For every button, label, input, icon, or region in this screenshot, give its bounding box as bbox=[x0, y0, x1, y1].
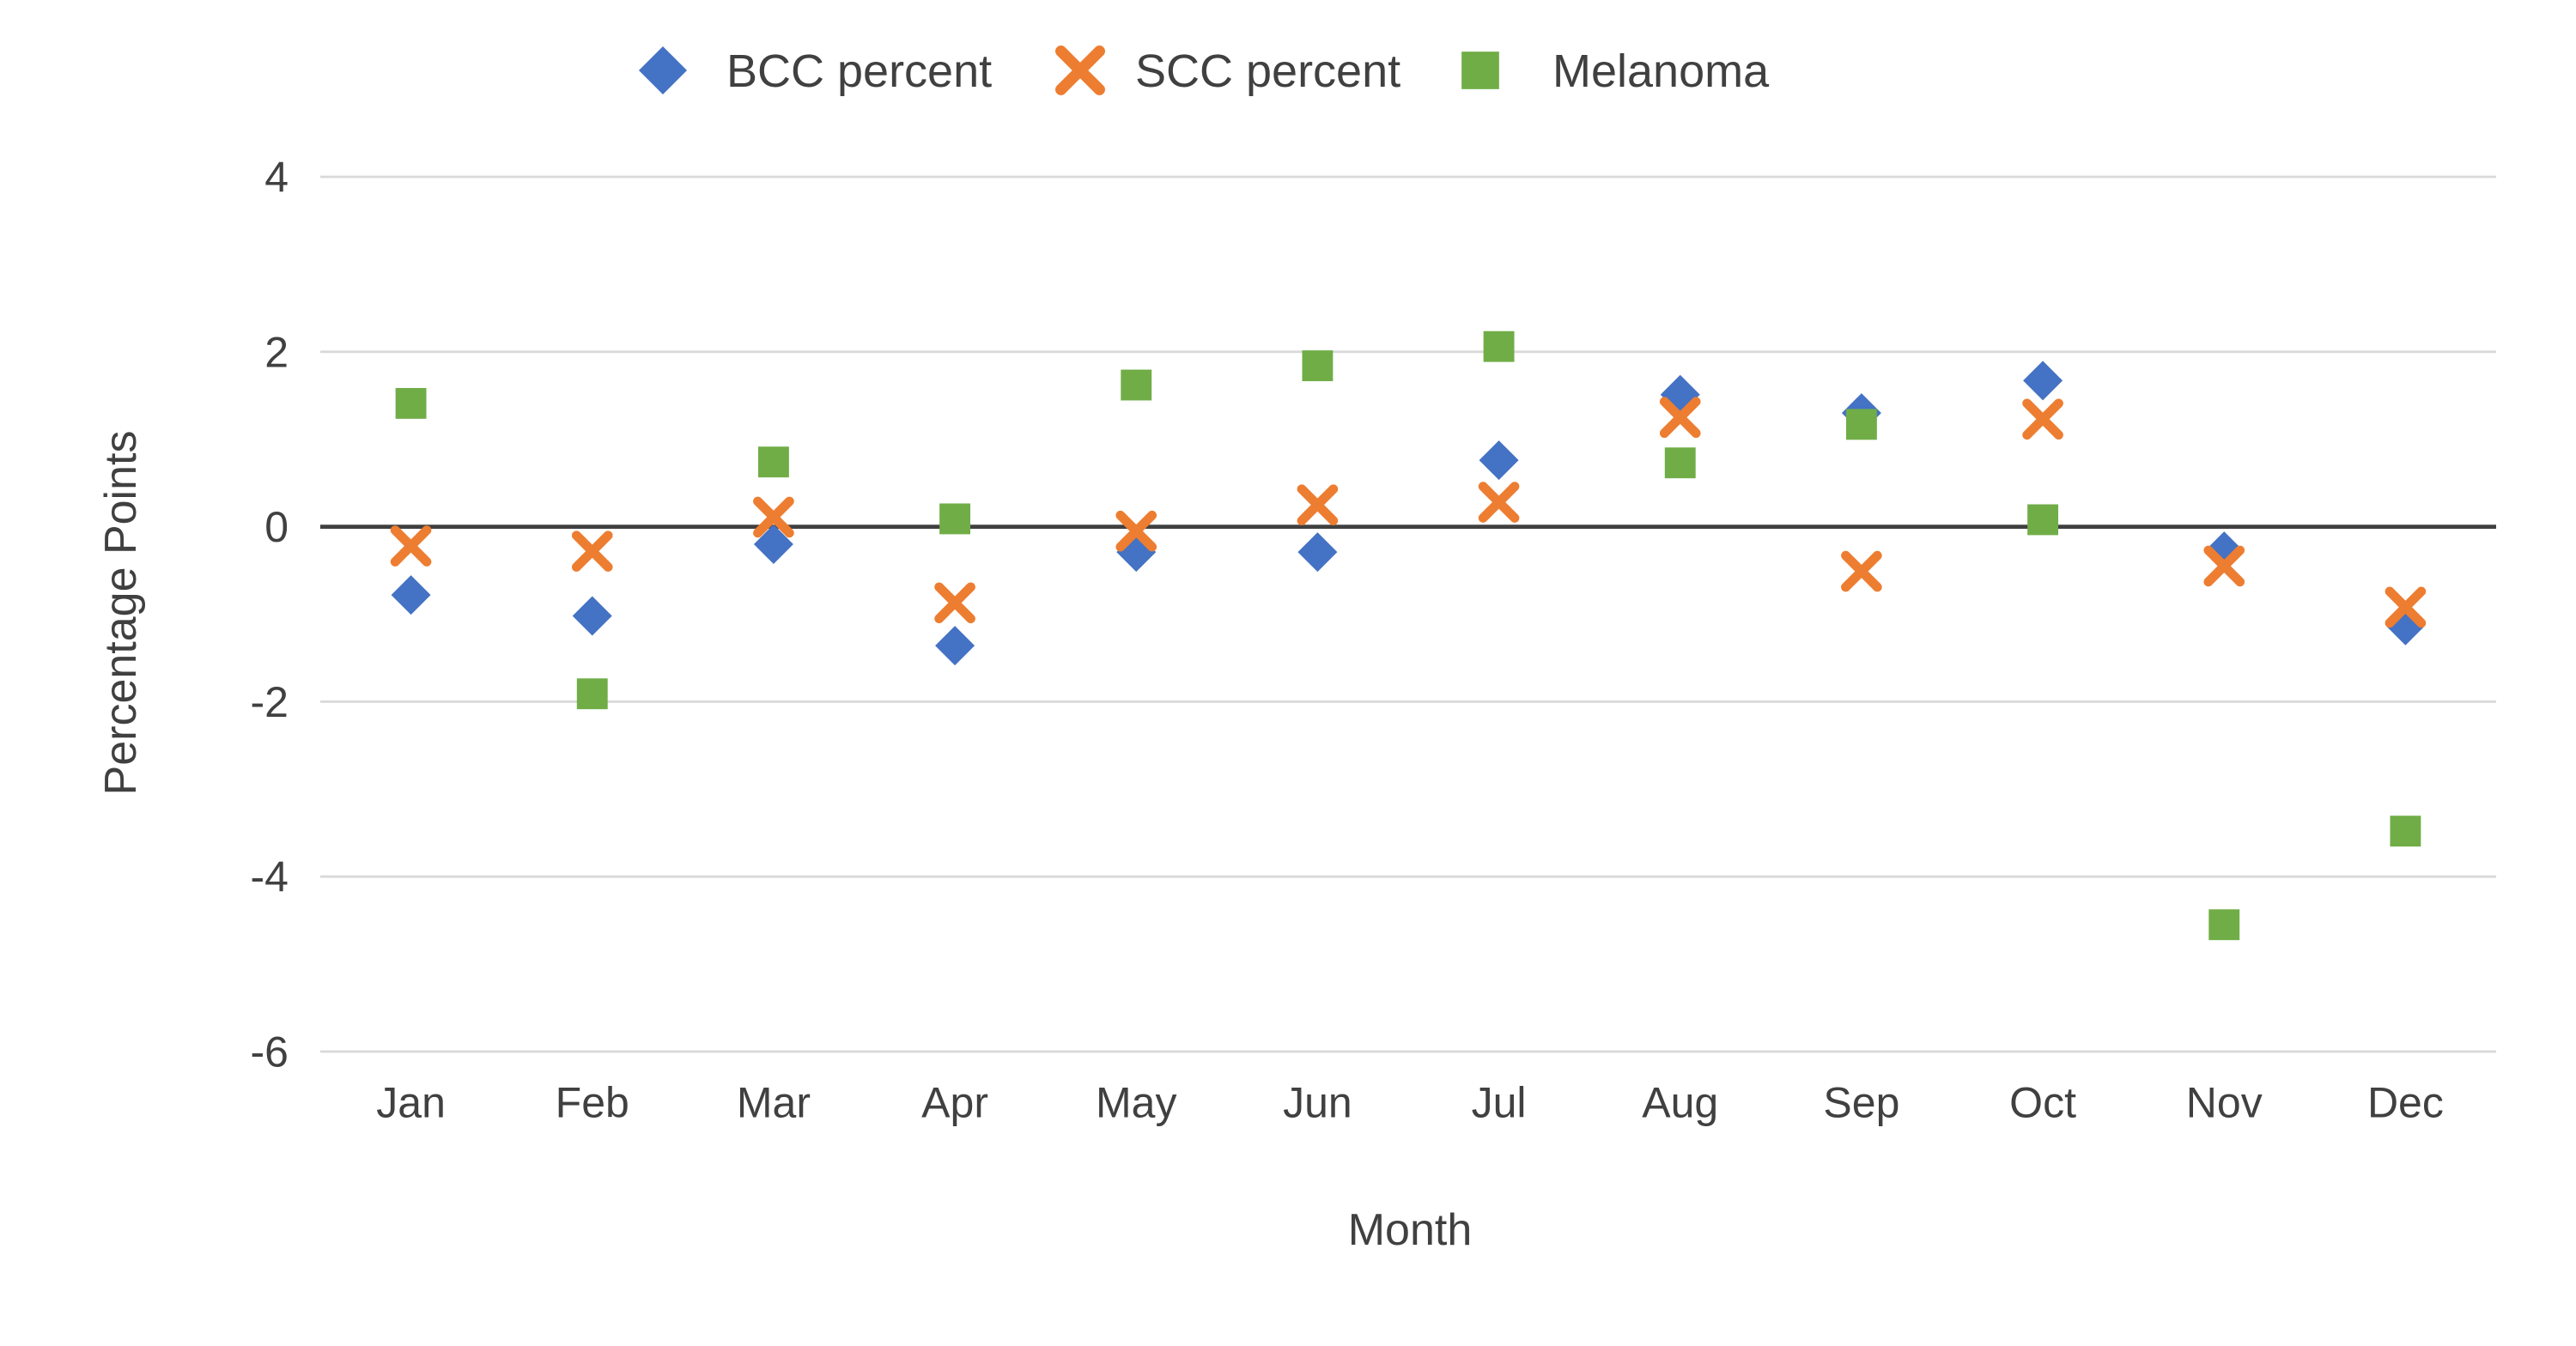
x-tick-label-sep: Sep bbox=[1823, 1079, 1899, 1127]
series-melanoma bbox=[395, 330, 2421, 941]
legend-label-melanoma: Melanoma bbox=[1552, 45, 1770, 97]
data-point-scc-oct bbox=[2022, 398, 2063, 440]
y-tick-label-2: 2 bbox=[264, 328, 289, 376]
data-point-melanoma-sep bbox=[1845, 409, 1877, 440]
data-point-bcc-may bbox=[1116, 532, 1157, 573]
data-point-melanoma-apr bbox=[939, 503, 971, 535]
series-scc-percent bbox=[390, 397, 2427, 628]
data-point-scc-jan bbox=[390, 525, 432, 567]
data-point-bcc-apr bbox=[935, 626, 975, 666]
x-axis-title: Month bbox=[1348, 1205, 1473, 1255]
data-point-bcc-jul bbox=[1479, 440, 1519, 481]
data-point-scc-mar bbox=[753, 496, 794, 538]
x-tick-label-may: May bbox=[1096, 1079, 1176, 1127]
gridlines bbox=[320, 175, 2496, 1053]
legend-marker-bcc-percent bbox=[639, 46, 687, 94]
data-point-melanoma-may bbox=[1121, 369, 1152, 401]
legend: BCC percent SCC percent Melanoma bbox=[639, 45, 1770, 97]
data-point-scc-apr bbox=[934, 582, 975, 624]
series-bcc-percent bbox=[391, 361, 2426, 666]
data-point-melanoma-dec bbox=[2390, 815, 2421, 847]
data-point-scc-jul bbox=[1478, 482, 1520, 523]
x-tick-label-mar: Mar bbox=[737, 1079, 811, 1127]
x-tick-label-nov: Nov bbox=[2186, 1079, 2263, 1127]
legend-item-bcc-percent: BCC percent bbox=[639, 45, 992, 97]
y-tick-label--2: -2 bbox=[251, 678, 289, 726]
legend-label-scc-percent: SCC percent bbox=[1135, 45, 1400, 97]
data-point-scc-jun bbox=[1297, 484, 1339, 525]
data-point-melanoma-jan bbox=[395, 387, 427, 419]
y-tick-label-4: 4 bbox=[264, 154, 289, 202]
data-point-bcc-jan bbox=[391, 575, 431, 615]
data-point-scc-dec bbox=[2385, 586, 2427, 628]
x-tick-label-feb: Feb bbox=[556, 1079, 629, 1127]
data-point-melanoma-jul bbox=[1483, 330, 1515, 362]
x-tick-label-oct: Oct bbox=[2009, 1079, 2076, 1127]
legend-label-bcc-percent: BCC percent bbox=[726, 45, 992, 97]
legend-item-melanoma: Melanoma bbox=[1461, 45, 1770, 97]
y-axis-tick-labels: 4 2 0 -2 -4 -6 bbox=[251, 154, 289, 1076]
data-point-bcc-oct bbox=[2023, 361, 2063, 401]
data-point-bcc-mar bbox=[753, 524, 793, 564]
x-tick-label-jan: Jan bbox=[376, 1079, 446, 1127]
data-point-melanoma-jun bbox=[1302, 350, 1334, 382]
x-tick-label-jul: Jul bbox=[1472, 1079, 1527, 1127]
data-point-melanoma-oct bbox=[2027, 504, 2059, 536]
data-point-melanoma-nov bbox=[2208, 909, 2240, 941]
data-point-melanoma-mar bbox=[757, 446, 789, 478]
x-tick-label-aug: Aug bbox=[1642, 1079, 1718, 1127]
data-point-scc-sep bbox=[1841, 550, 1882, 592]
legend-item-scc-percent: SCC percent bbox=[1055, 45, 1400, 97]
data-point-scc-aug bbox=[1659, 397, 1701, 439]
data-point-bcc-feb bbox=[572, 596, 612, 636]
data-series bbox=[390, 330, 2427, 941]
data-point-melanoma-feb bbox=[576, 678, 608, 710]
data-point-bcc-jun bbox=[1297, 532, 1338, 573]
data-point-scc-may bbox=[1115, 510, 1157, 552]
y-tick-label--4: -4 bbox=[251, 853, 289, 901]
data-point-melanoma-aug bbox=[1664, 447, 1696, 479]
data-point-scc-feb bbox=[571, 531, 613, 572]
x-tick-label-dec: Dec bbox=[2367, 1079, 2444, 1127]
y-axis-title: Percentage Points bbox=[96, 431, 146, 796]
legend-marker-scc-percent bbox=[1055, 45, 1105, 95]
x-tick-label-apr: Apr bbox=[921, 1079, 988, 1127]
data-point-scc-nov bbox=[2203, 545, 2245, 587]
x-tick-label-jun: Jun bbox=[1283, 1079, 1352, 1127]
y-tick-label--6: -6 bbox=[251, 1028, 289, 1076]
x-axis-tick-labels: Jan Feb Mar Apr May Jun Jul Aug Sep Oct Nov Dec bbox=[376, 1079, 2444, 1127]
y-tick-label-0: 0 bbox=[264, 503, 289, 551]
legend-marker-melanoma bbox=[1461, 52, 1499, 89]
